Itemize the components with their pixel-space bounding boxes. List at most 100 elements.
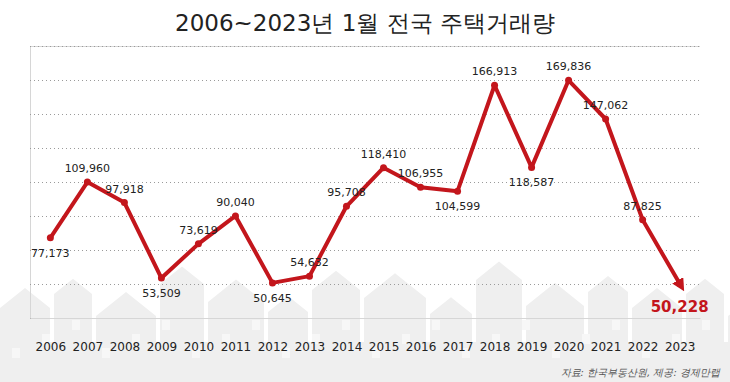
x-tick-label: 2006 bbox=[36, 340, 67, 354]
x-tick: 2018 bbox=[480, 340, 511, 354]
x-tick-label: 2008 bbox=[110, 340, 141, 354]
x-tick: 2011 bbox=[221, 340, 252, 354]
house-window bbox=[432, 320, 440, 330]
house-window bbox=[72, 320, 80, 330]
x-tick-label: 2017 bbox=[443, 340, 474, 354]
point bbox=[306, 273, 313, 280]
point bbox=[528, 164, 535, 171]
x-tick: 2013 bbox=[295, 340, 326, 354]
x-tick: 2015 bbox=[369, 340, 400, 354]
house-window bbox=[612, 320, 620, 330]
x-tick: 2007 bbox=[73, 340, 104, 354]
point bbox=[195, 240, 202, 247]
point bbox=[84, 179, 91, 186]
data-labels: 77,173 109,960 97,918 53,509 73,619 90,040 50,… bbox=[31, 60, 708, 315]
x-tick: 2019 bbox=[517, 340, 548, 354]
y-axis-line bbox=[31, 47, 701, 319]
x-tick: 2022 bbox=[628, 340, 659, 354]
data-label: 166,913 bbox=[472, 65, 517, 78]
x-axis-line bbox=[31, 318, 701, 319]
house-window bbox=[12, 348, 20, 358]
x-tick: 2009 bbox=[147, 340, 178, 354]
x-tick-label: 2018 bbox=[480, 340, 511, 354]
point bbox=[639, 216, 646, 223]
house-window bbox=[252, 320, 260, 330]
x-tick-label: 2013 bbox=[295, 340, 326, 354]
data-label: 118,587 bbox=[509, 176, 555, 189]
point bbox=[47, 234, 54, 241]
house-window bbox=[162, 320, 170, 330]
data-label: 87,825 bbox=[623, 200, 662, 213]
point bbox=[417, 184, 424, 191]
y-tick bbox=[30, 80, 700, 81]
title: 2006~2023년 1월 전국 주택거래량 bbox=[175, 10, 555, 36]
data-label: 147,062 bbox=[583, 99, 629, 112]
x-tick: 2023 bbox=[665, 340, 696, 354]
data-label: 53,509 bbox=[142, 287, 181, 300]
point bbox=[491, 82, 498, 89]
y-axis bbox=[30, 47, 700, 319]
x-axis: 2006 2007 2008 2009 2010 2011 2012 2013 2014 2015… bbox=[31, 319, 701, 354]
x-tick-label: 2021 bbox=[591, 340, 622, 354]
marks bbox=[47, 77, 683, 287]
data-label: 77,173 bbox=[31, 247, 70, 260]
point bbox=[158, 275, 165, 282]
x-tick-label: 2019 bbox=[517, 340, 548, 354]
source: 자료: 한국부동산원, 제공: 경제만랩 bbox=[561, 367, 721, 378]
grid-line bbox=[30, 250, 700, 251]
plot: 2006 2007 2008 2009 2010 2011 2012 2013 2014 2015… bbox=[30, 47, 709, 354]
point bbox=[232, 212, 239, 219]
chart: 2006~2023년 1월 전국 주택거래량200620072008200920… bbox=[0, 0, 730, 382]
point bbox=[602, 115, 609, 122]
x-tick: 2016 bbox=[406, 340, 437, 354]
x-tick-label: 2014 bbox=[332, 340, 363, 354]
data-label: 73,619 bbox=[179, 224, 218, 237]
point bbox=[380, 164, 387, 171]
x-tick-label: 2012 bbox=[258, 340, 289, 354]
x-tick-label: 2023 bbox=[665, 340, 696, 354]
x-tick: 2008 bbox=[110, 340, 141, 354]
x-tick-label: 2007 bbox=[73, 340, 104, 354]
grid-line bbox=[30, 80, 700, 81]
house-window bbox=[522, 320, 530, 330]
data-label: 95,708 bbox=[327, 186, 366, 199]
grid-line bbox=[30, 318, 700, 319]
grid-line bbox=[30, 284, 700, 285]
y-tick bbox=[30, 46, 700, 47]
point bbox=[454, 188, 461, 195]
data-label: 109,960 bbox=[65, 162, 111, 175]
x-tick-label: 2022 bbox=[628, 340, 659, 354]
x-tick-label: 2011 bbox=[221, 340, 252, 354]
data-label: 90,040 bbox=[216, 196, 255, 209]
x-tick-label: 2020 bbox=[554, 340, 585, 354]
point bbox=[565, 77, 572, 84]
data-label: 50,645 bbox=[253, 292, 292, 305]
y-tick bbox=[30, 284, 700, 285]
x-tick-label: 2009 bbox=[147, 340, 178, 354]
x-tick: 2020 bbox=[554, 340, 585, 354]
data-label: 97,918 bbox=[105, 183, 144, 196]
x-tick: 2021 bbox=[591, 340, 622, 354]
data-label: 169,836 bbox=[546, 60, 592, 73]
house-window bbox=[342, 320, 350, 330]
y-tick bbox=[30, 318, 700, 319]
data-label: 118,410 bbox=[361, 148, 407, 161]
houses-silhouette bbox=[0, 262, 730, 382]
data-label: 50,228 bbox=[651, 298, 709, 316]
x-tick: 2014 bbox=[332, 340, 363, 354]
y-tick bbox=[30, 250, 700, 251]
grid-line bbox=[30, 46, 700, 47]
x-tick: 2012 bbox=[258, 340, 289, 354]
x-tick-label: 2016 bbox=[406, 340, 437, 354]
data-label: 104,599 bbox=[435, 200, 481, 213]
data-label: 54,632 bbox=[290, 256, 329, 269]
point bbox=[269, 279, 276, 286]
x-tick: 2006 bbox=[36, 340, 67, 354]
x-tick: 2010 bbox=[184, 340, 215, 354]
background-houses bbox=[0, 262, 730, 382]
data-label: 106,955 bbox=[398, 167, 444, 180]
house-window bbox=[702, 320, 710, 330]
x-tick-label: 2015 bbox=[369, 340, 400, 354]
x-tick-label: 2010 bbox=[184, 340, 215, 354]
line bbox=[50, 80, 679, 283]
